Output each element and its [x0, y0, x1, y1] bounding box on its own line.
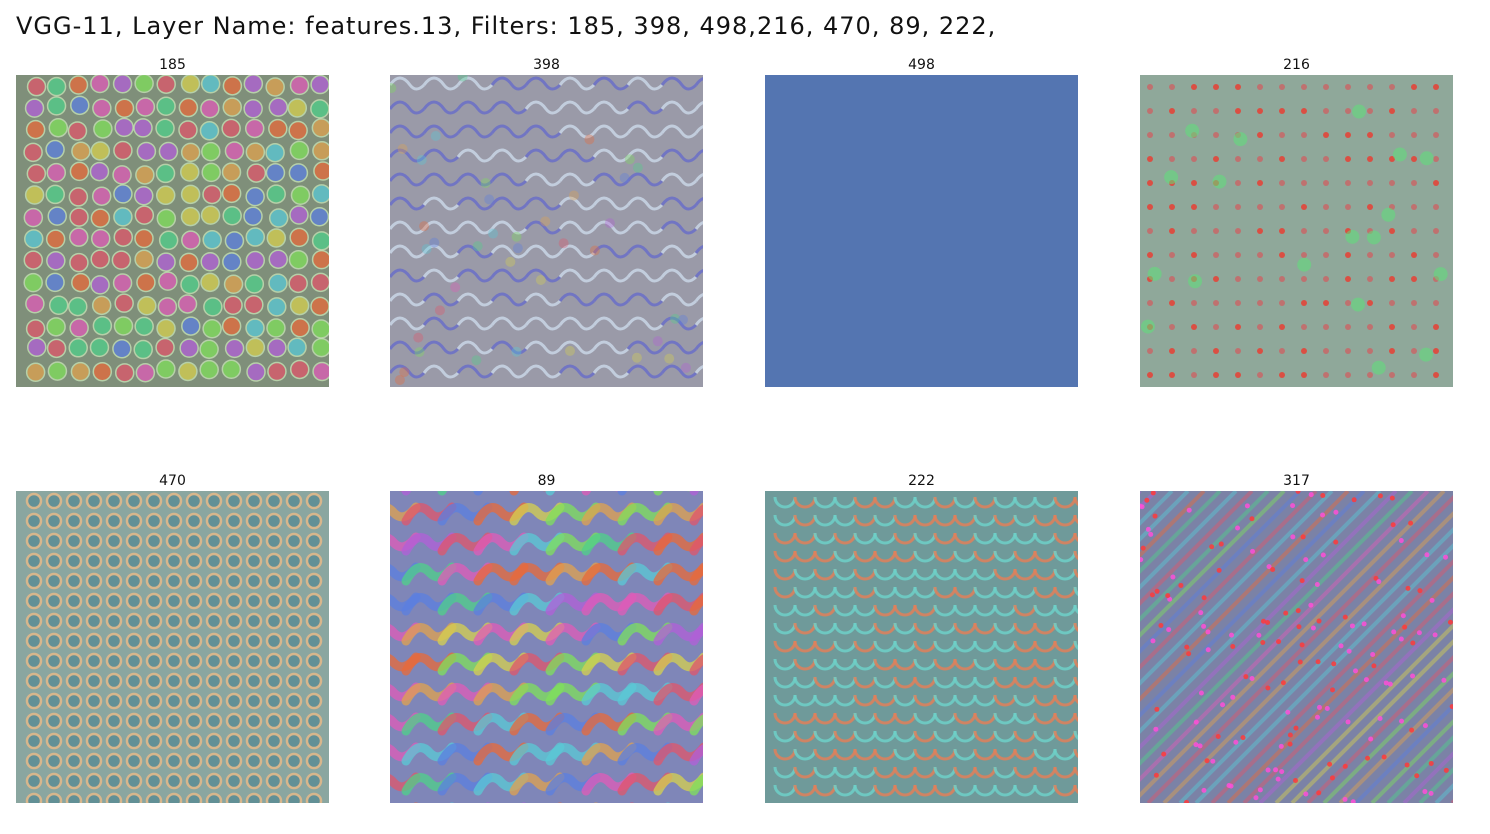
filter-visualization-image [1140, 491, 1453, 803]
filter-panel: 89 [390, 471, 703, 803]
filter-label: 216 [1283, 57, 1310, 73]
figure-title: VGG-11, Layer Name: features.13, Filters… [16, 12, 997, 40]
filter-label: 317 [1283, 473, 1310, 489]
filter-panel: 216 [1140, 55, 1453, 387]
filter-visualization-image [1140, 75, 1453, 387]
filter-panel: 470 [16, 471, 329, 803]
filter-label: 498 [908, 57, 935, 73]
filter-panel: 498 [765, 55, 1078, 387]
filter-label: 185 [159, 57, 186, 73]
filter-visualization-image [765, 75, 1078, 387]
filter-label: 470 [159, 473, 186, 489]
filter-panel: 185 [16, 55, 329, 387]
filter-visualization-image [390, 75, 703, 387]
filter-panel: 398 [390, 55, 703, 387]
filter-panel: 222 [765, 471, 1078, 803]
filter-label: 89 [537, 473, 556, 489]
filter-visualization-image [16, 491, 329, 803]
filter-label: 398 [533, 57, 560, 73]
filter-visualization-image [390, 491, 703, 803]
filter-panel: 317 [1140, 471, 1453, 803]
filter-label: 222 [908, 473, 935, 489]
filter-visualization-image [16, 75, 329, 387]
filter-visualization-image [765, 491, 1078, 803]
